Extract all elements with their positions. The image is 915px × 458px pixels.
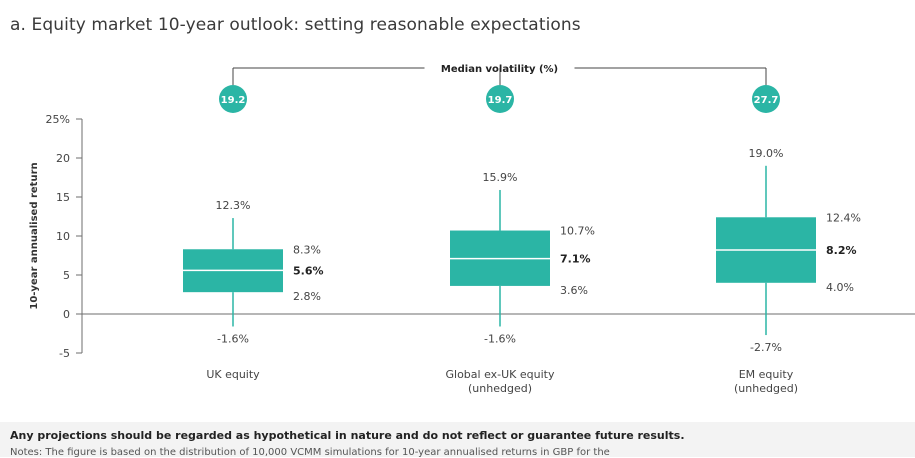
category-label: (unhedged) — [734, 382, 798, 395]
category-label: EM equity — [739, 368, 794, 381]
q3-value-label: 12.4% — [826, 211, 861, 224]
volatility-badge-value: 19.7 — [488, 95, 513, 106]
volatility-badge — [219, 85, 247, 113]
min-value-label: -2.7% — [750, 341, 782, 354]
q3-value-label: 8.3% — [293, 243, 321, 256]
footer-band — [0, 422, 915, 457]
y-tick-label: 5 — [63, 269, 70, 282]
volatility-badge — [486, 85, 514, 113]
y-tick-label: 15 — [56, 191, 70, 204]
category-label: UK equity — [206, 368, 260, 381]
category-label: (unhedged) — [468, 382, 532, 395]
volatility-badge-value: 19.2 — [221, 95, 246, 106]
max-value-label: 12.3% — [216, 199, 251, 212]
q1-value-label: 3.6% — [560, 284, 588, 297]
disclaimer-text: Any projections should be regarded as hy… — [10, 429, 685, 442]
q1-value-label: 4.0% — [826, 281, 854, 294]
q1-value-label: 2.8% — [293, 290, 321, 303]
min-value-label: -1.6% — [217, 332, 249, 345]
volatility-header: Median volatility (%) — [441, 64, 558, 75]
max-value-label: 19.0% — [749, 147, 784, 160]
median-value-label: 8.2% — [826, 244, 857, 257]
notes-text: Notes: The figure is based on the distri… — [10, 447, 610, 458]
volatility-badge — [752, 85, 780, 113]
median-value-label: 5.6% — [293, 264, 324, 277]
y-tick-label: -5 — [59, 347, 70, 360]
volatility-badge-value: 27.7 — [754, 95, 779, 106]
category-label: Global ex-UK equity — [445, 368, 554, 381]
box-plot-chart: 25% 20 15 10 5 0 -5 10-year annualised return Me… — [29, 64, 915, 395]
y-tick-label: 20 — [56, 152, 70, 165]
y-tick-label: 0 — [63, 308, 70, 321]
median-value-label: 7.1% — [560, 253, 591, 266]
y-tick-label: 10 — [56, 230, 70, 243]
max-value-label: 15.9% — [483, 171, 518, 184]
y-axis-title: 10-year annualised return — [29, 162, 40, 309]
y-tick-label: 25% — [46, 113, 70, 126]
chart-title: a. Equity market 10-year outlook: settin… — [10, 15, 581, 35]
min-value-label: -1.6% — [484, 332, 516, 345]
q3-value-label: 10.7% — [560, 225, 595, 238]
